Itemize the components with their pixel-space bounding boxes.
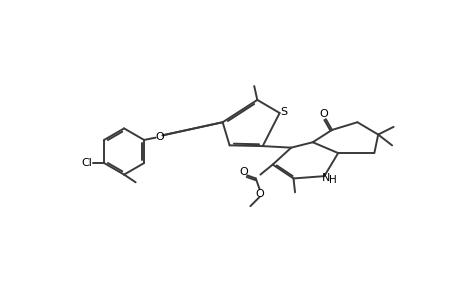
Text: O: O xyxy=(255,189,263,199)
Text: H: H xyxy=(328,175,336,185)
Text: O: O xyxy=(239,167,247,176)
Text: O: O xyxy=(319,109,327,119)
Text: Cl: Cl xyxy=(82,158,92,168)
Text: N: N xyxy=(321,173,329,183)
Text: O: O xyxy=(155,132,163,142)
Text: S: S xyxy=(280,107,287,117)
